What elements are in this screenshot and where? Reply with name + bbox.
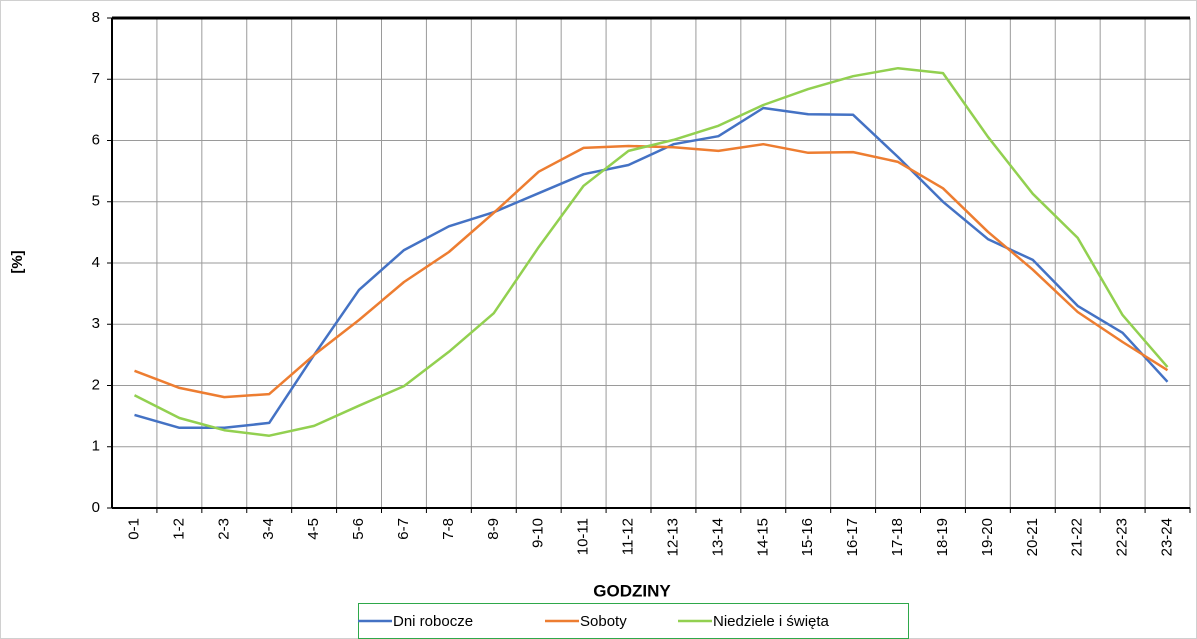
y-tick-label: 3	[92, 315, 100, 332]
series-line	[133, 66, 1169, 437]
y-tick-label: 5	[92, 193, 100, 210]
legend-box	[358, 603, 909, 639]
y-axis-title: [%]	[9, 250, 26, 273]
x-tick-label: 2-3	[215, 518, 232, 540]
y-tick-label: 0	[92, 499, 100, 516]
x-tick-label: 14-15	[754, 518, 771, 556]
y-tick-label: 8	[92, 9, 100, 26]
legend-label: Soboty	[580, 613, 627, 630]
x-tick-label: 18-19	[934, 518, 951, 556]
x-tick-label: 12-13	[664, 518, 681, 556]
y-tick-label: 7	[92, 70, 100, 87]
x-axis-title: GODZINY	[593, 581, 671, 600]
x-tick-label: 20-21	[1024, 518, 1041, 556]
y-tick-label: 4	[92, 254, 100, 271]
x-tick-label: 1-2	[170, 518, 187, 540]
x-tick-label: 10-11	[575, 518, 592, 555]
x-tick-label: 3-4	[260, 518, 277, 540]
y-tick-label: 6	[92, 131, 100, 148]
x-tick-label: 11-12	[620, 518, 637, 555]
legend-label: Dni robocze	[393, 613, 473, 630]
x-tick-label: 6-7	[395, 518, 412, 540]
x-tick-label: 9-10	[530, 518, 547, 548]
x-tick-label: 19-20	[979, 518, 996, 556]
x-tick-label: 15-16	[799, 518, 816, 556]
x-tick-label: 16-17	[844, 518, 861, 556]
x-tick-label: 22-23	[1114, 518, 1131, 556]
x-tick-label: 4-5	[305, 518, 322, 540]
x-tick-label: 23-24	[1159, 518, 1176, 556]
x-tick-label: 21-22	[1069, 518, 1086, 556]
y-tick-label: 1	[92, 438, 100, 455]
y-tick-label: 2	[92, 376, 100, 393]
x-tick-label: 0-1	[125, 518, 142, 540]
legend-label: Niedziele i święta	[713, 613, 830, 630]
series-line	[134, 106, 1169, 430]
x-tick-label: 7-8	[440, 518, 457, 540]
x-tick-label: 13-14	[709, 518, 726, 556]
x-tick-label: 5-6	[350, 518, 367, 540]
x-tick-label: 8-9	[485, 518, 502, 540]
x-tick-label: 17-18	[889, 518, 906, 556]
